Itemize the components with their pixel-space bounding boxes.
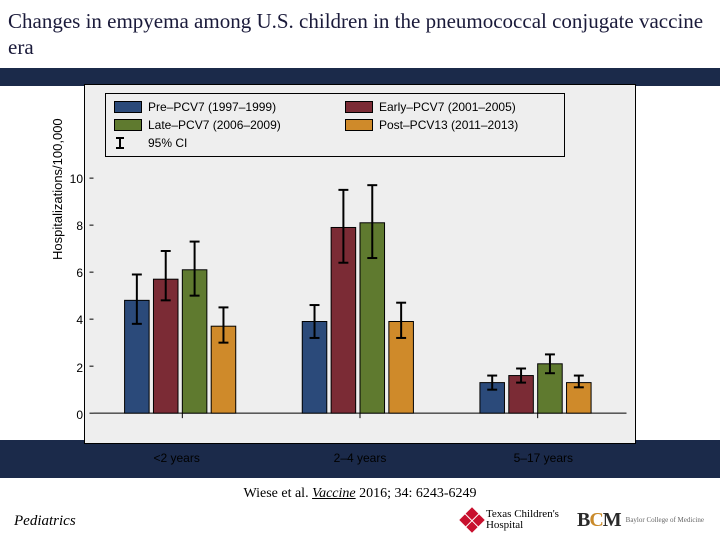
tch-rhombus-icon — [459, 508, 484, 533]
citation-journal: Vaccine — [312, 486, 356, 501]
tch-logo-text: Texas Children's Hospital — [486, 509, 559, 532]
bcm-mark-icon: BCM — [577, 509, 621, 532]
ci-swatch — [114, 136, 142, 150]
y-tick-label: 6 — [76, 266, 83, 280]
legend-item: Early–PCV7 (2001–2005) — [345, 100, 556, 114]
footer-left-text: Pediatrics — [14, 513, 76, 530]
x-tick-label: 5–17 years — [452, 451, 635, 465]
chart-container: Pre–PCV7 (1997–1999) Early–PCV7 (2001–200… — [84, 84, 636, 444]
legend-item: Post–PCV13 (2011–2013) — [345, 118, 556, 132]
citation-prefix: Wiese et al. — [243, 486, 312, 501]
bcm-logo: BCM Baylor College of Medicine — [577, 509, 704, 532]
x-tick-label: <2 years — [85, 451, 268, 465]
footer: Wiese et al. Vaccine 2016; 34: 6243-6249… — [0, 480, 720, 540]
legend-item-ci: 95% CI — [114, 136, 556, 150]
legend: Pre–PCV7 (1997–1999) Early–PCV7 (2001–200… — [105, 93, 565, 157]
y-tick-label: 8 — [76, 219, 83, 233]
legend-swatch — [345, 119, 373, 131]
bcm-logo-text: Baylor College of Medicine — [626, 517, 704, 525]
y-tick-label: 0 — [76, 408, 83, 422]
legend-swatch — [114, 101, 142, 113]
tch-line2: Hospital — [486, 520, 559, 532]
y-tick-label: 4 — [76, 313, 83, 327]
y-ticks: 0 2 4 6 8 10 — [59, 85, 83, 443]
tch-logo: Texas Children's Hospital — [463, 509, 559, 532]
legend-item: Late–PCV7 (2006–2009) — [114, 118, 325, 132]
legend-label: Post–PCV13 (2011–2013) — [379, 118, 518, 132]
legend-label: Early–PCV7 (2001–2005) — [379, 100, 516, 114]
x-ticks: <2 years2–4 years5–17 years — [85, 451, 635, 465]
legend-label: Late–PCV7 (2006–2009) — [148, 118, 281, 132]
y-tick-label: 10 — [70, 172, 83, 186]
page-title: Changes in empyema among U.S. children i… — [8, 8, 712, 61]
citation-suffix: 2016; 34: 6243-6249 — [356, 486, 477, 501]
legend-swatch — [345, 101, 373, 113]
legend-swatch — [114, 119, 142, 131]
x-tick-label: 2–4 years — [268, 451, 451, 465]
citation: Wiese et al. Vaccine 2016; 34: 6243-6249 — [243, 486, 476, 502]
y-tick-label: 2 — [76, 361, 83, 375]
legend-ci-label: 95% CI — [148, 136, 187, 150]
footer-logos: Texas Children's Hospital BCM Baylor Col… — [463, 509, 704, 532]
legend-item: Pre–PCV7 (1997–1999) — [114, 100, 325, 114]
legend-label: Pre–PCV7 (1997–1999) — [148, 100, 276, 114]
